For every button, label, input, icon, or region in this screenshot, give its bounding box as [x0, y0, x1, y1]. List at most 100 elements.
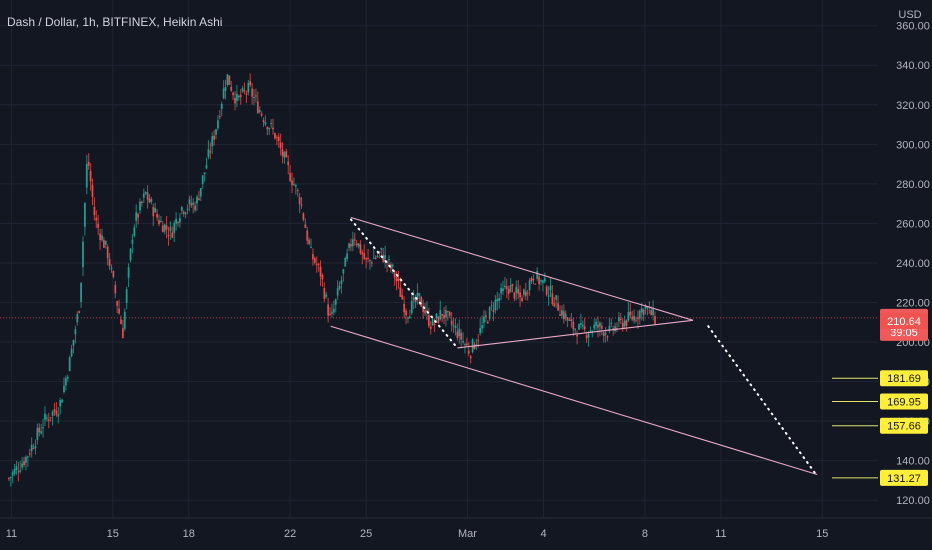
candle-body	[640, 308, 643, 313]
candle-body	[171, 232, 174, 238]
candle-body	[629, 311, 632, 316]
candle-body	[608, 325, 611, 332]
candle-body	[76, 313, 79, 323]
candle-body	[19, 470, 22, 472]
candle-body	[125, 289, 128, 303]
candle-body	[279, 142, 282, 149]
x-tick-label: 11	[6, 528, 17, 540]
candle-body	[194, 205, 197, 211]
dotted-projection-line	[707, 325, 816, 474]
candle-body	[325, 294, 328, 297]
candle-body	[490, 305, 493, 307]
candle-body	[654, 316, 656, 324]
candle-body	[95, 217, 98, 221]
candle-body	[365, 258, 368, 260]
candle-body	[465, 343, 468, 346]
candle-body	[201, 175, 204, 184]
candle-body	[559, 314, 561, 316]
candle-body	[473, 345, 476, 349]
candle-body	[148, 198, 151, 203]
candle-body	[220, 103, 223, 110]
candle-body	[118, 308, 120, 314]
candle-body	[177, 222, 179, 224]
candle-body	[614, 326, 617, 332]
candle-body	[521, 297, 523, 302]
candle-body	[289, 173, 292, 181]
candle-body	[638, 310, 641, 319]
candle-body	[224, 87, 227, 91]
y-tick-label: 300.00	[896, 139, 930, 151]
candle-body	[55, 410, 58, 415]
candle-body	[268, 128, 271, 130]
time-axis[interactable]: 11 15 18 22 25 Mar 4 8 11 15	[6, 528, 829, 540]
y-tick-label: 220.00	[896, 297, 930, 309]
candle-body	[21, 463, 24, 468]
candle-body	[503, 285, 506, 288]
candle-body	[129, 248, 132, 261]
x-tick-label: Mar	[458, 528, 477, 540]
candle-body	[144, 192, 147, 194]
candle-body	[112, 271, 115, 277]
candle-body	[418, 293, 421, 296]
candle-body	[570, 319, 573, 321]
y-tick-label: 280.00	[896, 179, 930, 191]
candle-body	[283, 152, 286, 158]
candle-body	[327, 304, 330, 316]
candle-body	[53, 409, 56, 412]
candle-body	[287, 161, 290, 166]
candle-body	[477, 339, 480, 341]
candle-body	[376, 255, 379, 257]
candle-body	[547, 295, 550, 297]
candle-body	[475, 344, 478, 346]
candle-body	[416, 292, 419, 299]
candle-body	[555, 295, 558, 300]
candle-body	[481, 325, 483, 329]
candle-body	[426, 310, 428, 312]
candle-body	[553, 303, 556, 307]
candle-body	[450, 320, 453, 325]
candle-body	[74, 329, 77, 335]
candle-body	[82, 241, 84, 268]
candle-body	[446, 311, 449, 313]
candle-body	[258, 110, 261, 113]
candle-body	[443, 314, 445, 319]
candle-body	[530, 278, 533, 282]
chart-title: Dash / Dollar, 1h, BITFINEX, Heikin Ashi	[7, 15, 222, 29]
candle-body	[215, 129, 217, 135]
candle-body	[574, 329, 577, 331]
prev-price-label: 210.64	[887, 316, 921, 328]
candle-body	[388, 259, 390, 261]
candle-body	[152, 206, 155, 217]
candle-body	[64, 378, 67, 386]
candle-body	[70, 348, 73, 357]
candle-body	[182, 211, 185, 214]
candle-body	[140, 201, 143, 203]
candle-body	[395, 276, 398, 282]
target-level-tag	[880, 469, 928, 486]
x-tick-label: 15	[816, 528, 828, 540]
candle-body	[378, 251, 381, 253]
candle-body	[454, 326, 457, 328]
candle-body	[218, 116, 221, 118]
candle-body	[255, 95, 257, 97]
candle-body	[566, 317, 569, 321]
candle-body	[526, 292, 529, 294]
candle-body	[304, 224, 307, 228]
candle-body	[25, 456, 27, 463]
candle-body	[581, 324, 584, 327]
candle-body	[232, 92, 235, 96]
candle-body	[180, 206, 183, 211]
candle-body	[399, 287, 402, 297]
candle-body	[500, 287, 502, 294]
candle-body	[448, 312, 451, 316]
candle-body	[300, 204, 303, 206]
candle-body	[437, 316, 440, 324]
candle-body	[192, 202, 195, 205]
candle-body	[310, 246, 312, 248]
candle-body	[433, 324, 436, 326]
candle-body	[313, 258, 316, 263]
candle-body	[534, 283, 537, 285]
candle-body	[87, 161, 90, 166]
candle-body	[213, 135, 216, 140]
